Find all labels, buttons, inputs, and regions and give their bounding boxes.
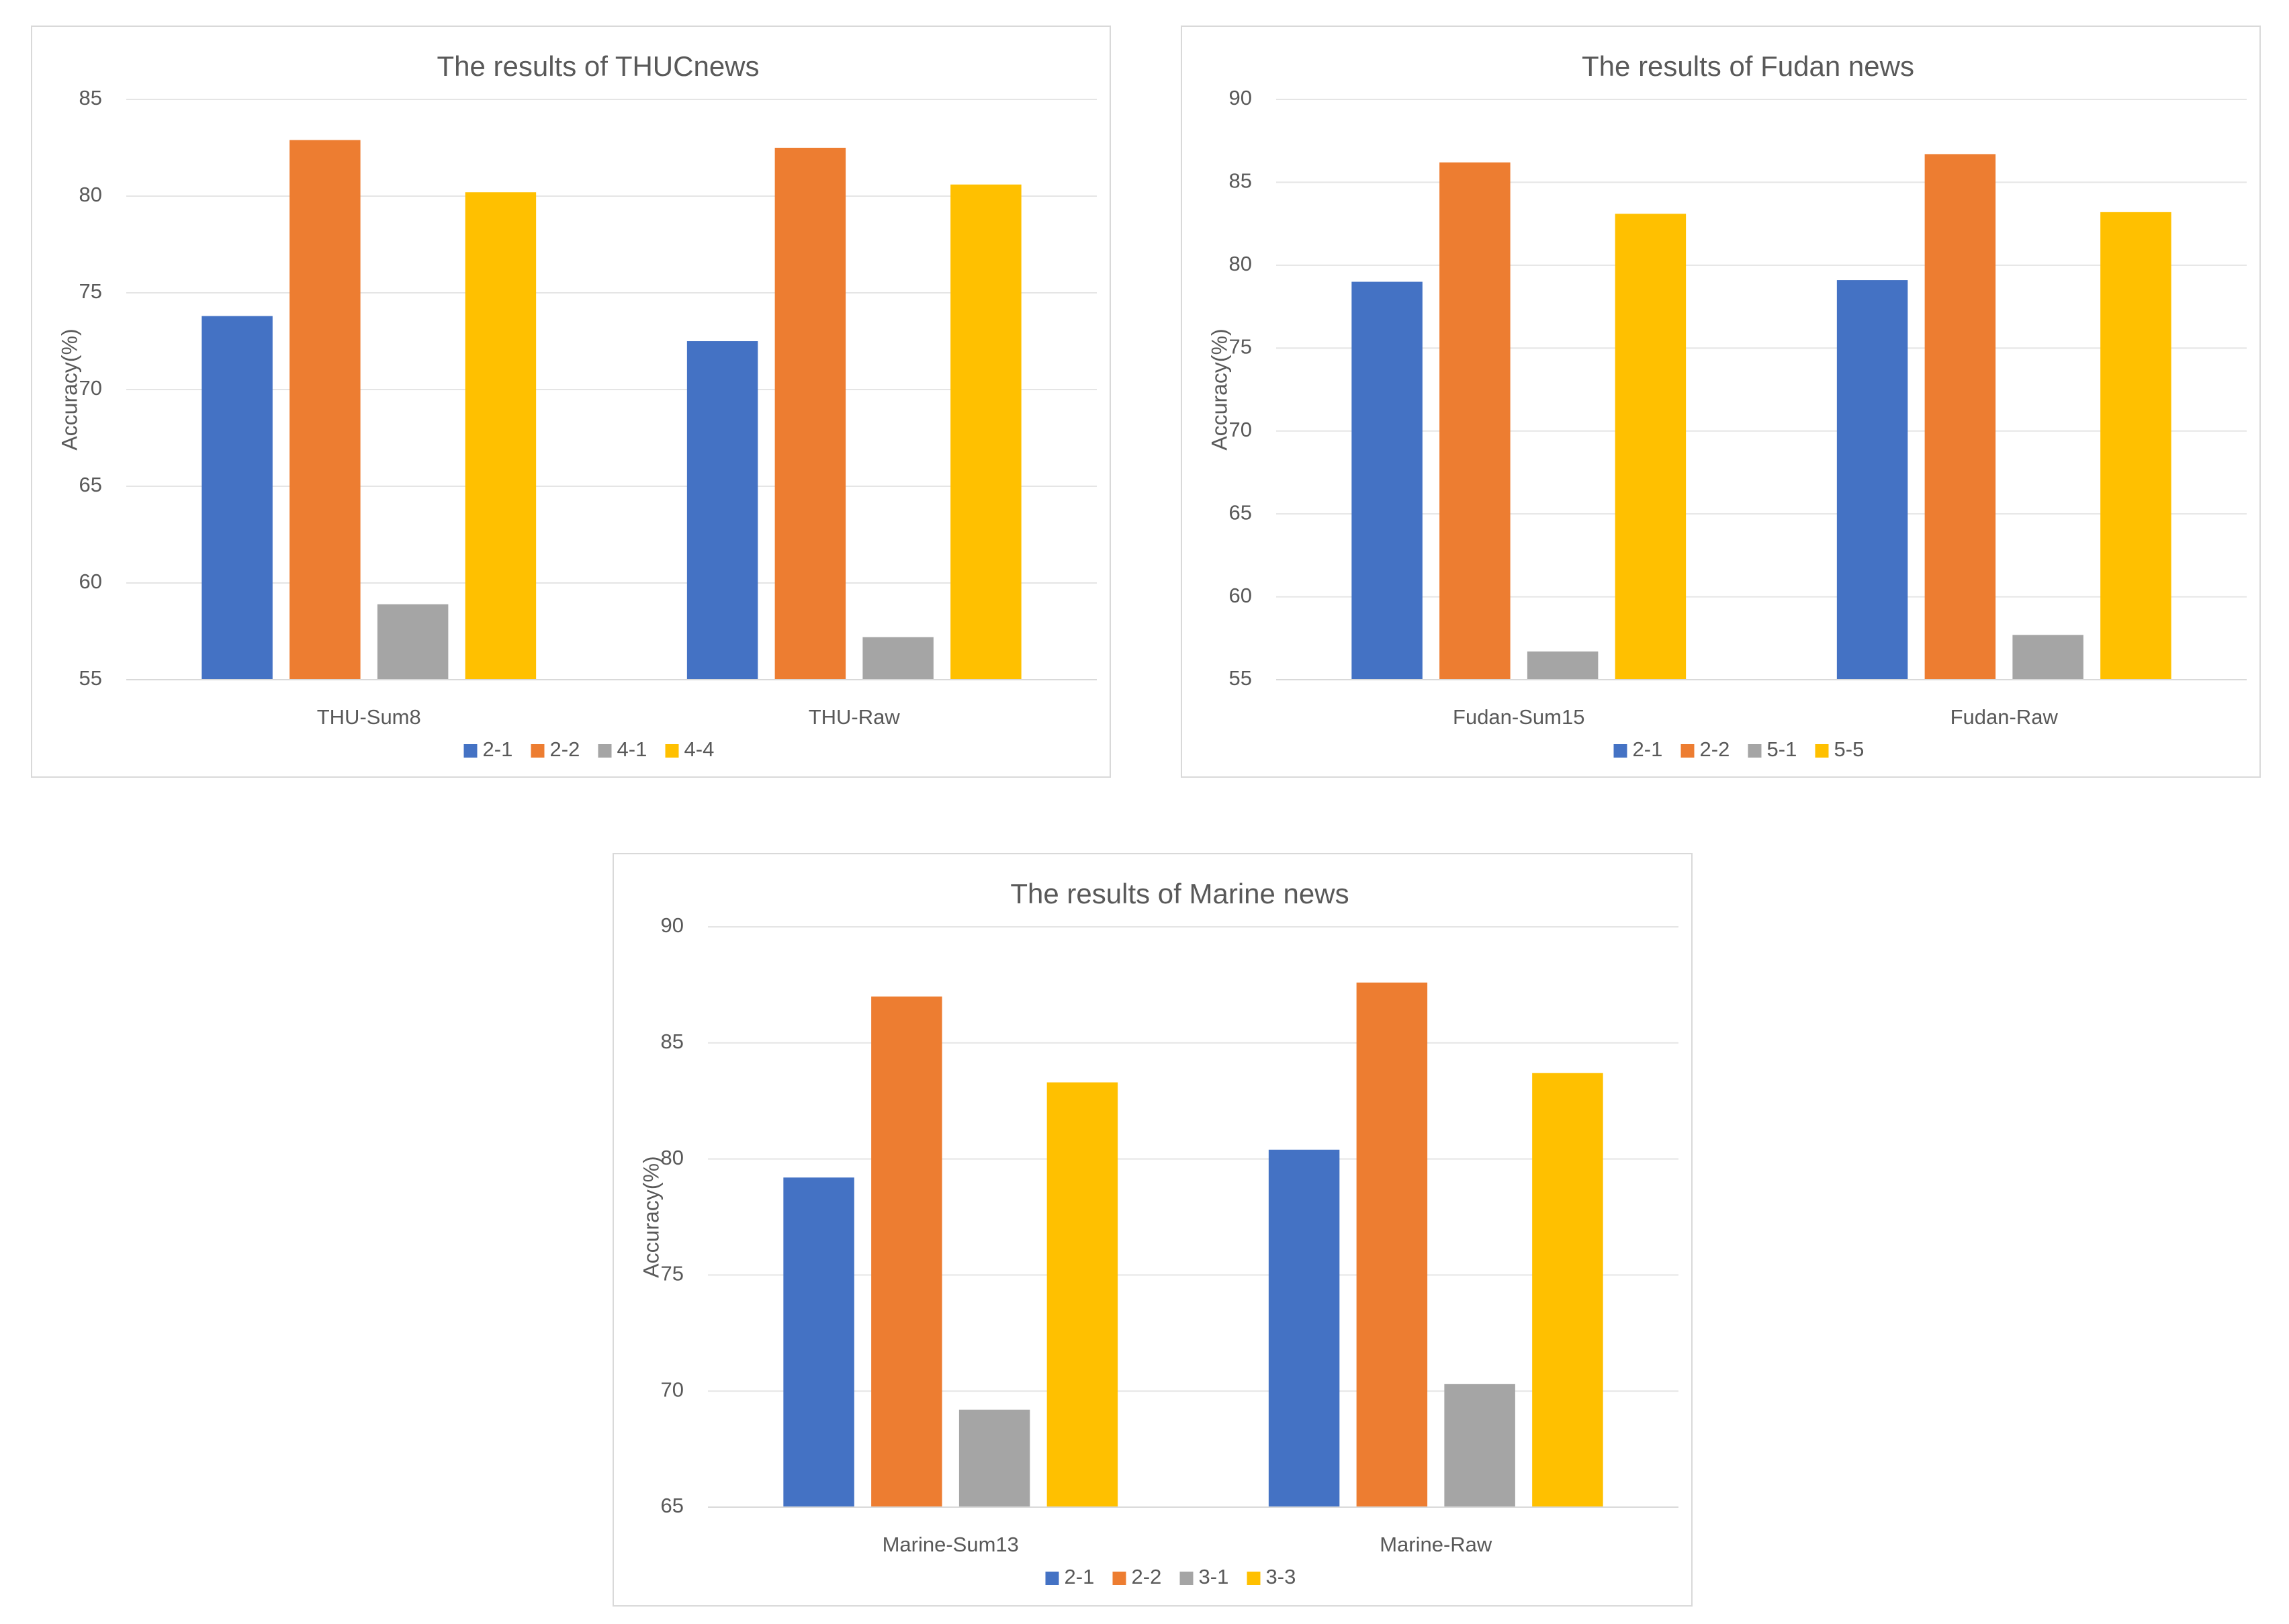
legend-label: 4-4 — [684, 737, 715, 761]
y-tick-label: 60 — [1229, 584, 1252, 607]
legend-label: 2-1 — [483, 737, 513, 761]
legend-swatch — [1613, 744, 1627, 758]
legend-label: 5-1 — [1767, 737, 1797, 761]
bar-2-1-Fudan-Raw — [1836, 280, 1908, 680]
bar-2-1-Marine-Raw — [1268, 1149, 1340, 1507]
y-tick-label: 75 — [1229, 334, 1252, 358]
legend-swatch — [463, 744, 478, 758]
y-axis-label: Accuracy(%) — [639, 1156, 663, 1277]
thucnews-chart-svg: The results of THUCnews Accuracy(%) 55 60 65… — [57, 50, 1097, 761]
y-tick-label: 80 — [79, 183, 102, 206]
bar-2-2-THU-Sum8 — [289, 140, 361, 680]
bar-4-4-THU-Sum8 — [465, 192, 537, 680]
legend-label: 2-2 — [550, 737, 580, 761]
y-tick-label: 85 — [79, 86, 102, 109]
fudan-chart-svg: The results of Fudan news Accuracy(%) 55 60… — [1207, 50, 2247, 761]
x-category-label: THU-Raw — [809, 705, 901, 729]
y-tick-label: 90 — [661, 913, 684, 937]
legend-label: 2-1 — [1065, 1565, 1095, 1588]
bar-4-1-THU-Sum8 — [377, 604, 449, 680]
y-axis-label: Accuracy(%) — [1207, 328, 1231, 450]
y-axis-label: Accuracy(%) — [57, 328, 81, 450]
bar-3-3-Marine-Sum13 — [1046, 1082, 1118, 1507]
bar-2-2-Fudan-Sum15 — [1439, 162, 1511, 680]
legend-swatch — [1112, 1572, 1126, 1585]
bar-3-1-Marine-Raw — [1444, 1384, 1515, 1507]
legend-swatch — [1247, 1572, 1261, 1585]
x-category-label: Fudan-Raw — [1950, 705, 2059, 729]
bar-5-5-Fudan-Raw — [2100, 212, 2171, 680]
bar-2-2-THU-Raw — [774, 148, 846, 680]
y-tick-label: 65 — [1229, 500, 1252, 524]
x-category-label: Marine-Raw — [1380, 1533, 1492, 1556]
y-tick-label: 75 — [661, 1262, 684, 1285]
bar-2-1-Fudan-Sum15 — [1351, 281, 1423, 680]
legend-label: 4-1 — [617, 737, 647, 761]
bar-2-2-Marine-Sum13 — [871, 996, 942, 1507]
y-tick-label: 75 — [79, 279, 102, 303]
y-tick-label: 60 — [79, 570, 102, 593]
legend-swatch — [531, 744, 545, 758]
legend-swatch — [665, 744, 679, 758]
y-tick-label: 70 — [1229, 418, 1252, 441]
y-tick-label: 70 — [79, 376, 102, 400]
marine-chart-svg: The results of Marine news Accuracy(%) 65 7… — [639, 878, 1678, 1588]
legend-swatch — [1179, 1572, 1194, 1585]
y-tick-label: 90 — [1229, 86, 1252, 109]
bar-3-1-Marine-Sum13 — [958, 1409, 1030, 1507]
bar-2-1-THU-Raw — [686, 341, 758, 680]
legend-label: 3-1 — [1199, 1565, 1229, 1588]
x-category-label: Fudan-Sum15 — [1453, 705, 1584, 729]
bar-5-1-Fudan-Raw — [2012, 635, 2083, 680]
legend-label: 3-3 — [1266, 1565, 1296, 1588]
y-tick-label: 80 — [1229, 252, 1252, 275]
bar-2-1-THU-Sum8 — [201, 316, 273, 680]
chart-panel-thucnews: The results of THUCnews Accuracy(%) 55 60 65… — [31, 26, 1111, 778]
chart-title: The results of THUCnews — [437, 50, 759, 82]
bar-2-2-Marine-Raw — [1356, 982, 1428, 1507]
chart-title: The results of Fudan news — [1582, 50, 1914, 82]
bar-5-5-Fudan-Sum15 — [1615, 214, 1687, 680]
bar-5-1-Fudan-Sum15 — [1527, 651, 1599, 680]
legend-label: 2-2 — [1700, 737, 1730, 761]
legend-label: 2-1 — [1633, 737, 1663, 761]
bar-2-1-Marine-Sum13 — [783, 1177, 854, 1507]
legend-label: 5-5 — [1834, 737, 1865, 761]
bar-3-3-Marine-Raw — [1532, 1073, 1603, 1507]
y-tick-label: 55 — [79, 666, 102, 690]
legend-swatch — [1045, 1572, 1059, 1585]
x-category-label: Marine-Sum13 — [883, 1533, 1019, 1556]
y-tick-label: 65 — [79, 473, 102, 496]
y-tick-label: 85 — [661, 1030, 684, 1053]
y-tick-label: 55 — [1229, 666, 1252, 690]
legend-swatch — [1748, 744, 1762, 758]
y-tick-label: 85 — [1229, 169, 1252, 193]
y-tick-label: 80 — [661, 1146, 684, 1169]
bar-4-4-THU-Raw — [950, 184, 1022, 680]
x-category-label: THU-Sum8 — [317, 705, 421, 729]
legend-swatch — [598, 744, 612, 758]
chart-panel-fudan: The results of Fudan news Accuracy(%) 55 60… — [1181, 26, 2261, 778]
bar-2-2-Fudan-Raw — [1924, 154, 1996, 680]
chart-panel-marine: The results of Marine news Accuracy(%) 65 7… — [613, 853, 1693, 1607]
y-tick-label: 70 — [661, 1378, 684, 1401]
y-tick-label: 65 — [661, 1494, 684, 1517]
legend-label: 2-2 — [1132, 1565, 1162, 1588]
legend-swatch — [1815, 744, 1829, 758]
legend-swatch — [1680, 744, 1695, 758]
bar-4-1-THU-Raw — [862, 637, 934, 680]
chart-title: The results of Marine news — [1010, 878, 1349, 909]
